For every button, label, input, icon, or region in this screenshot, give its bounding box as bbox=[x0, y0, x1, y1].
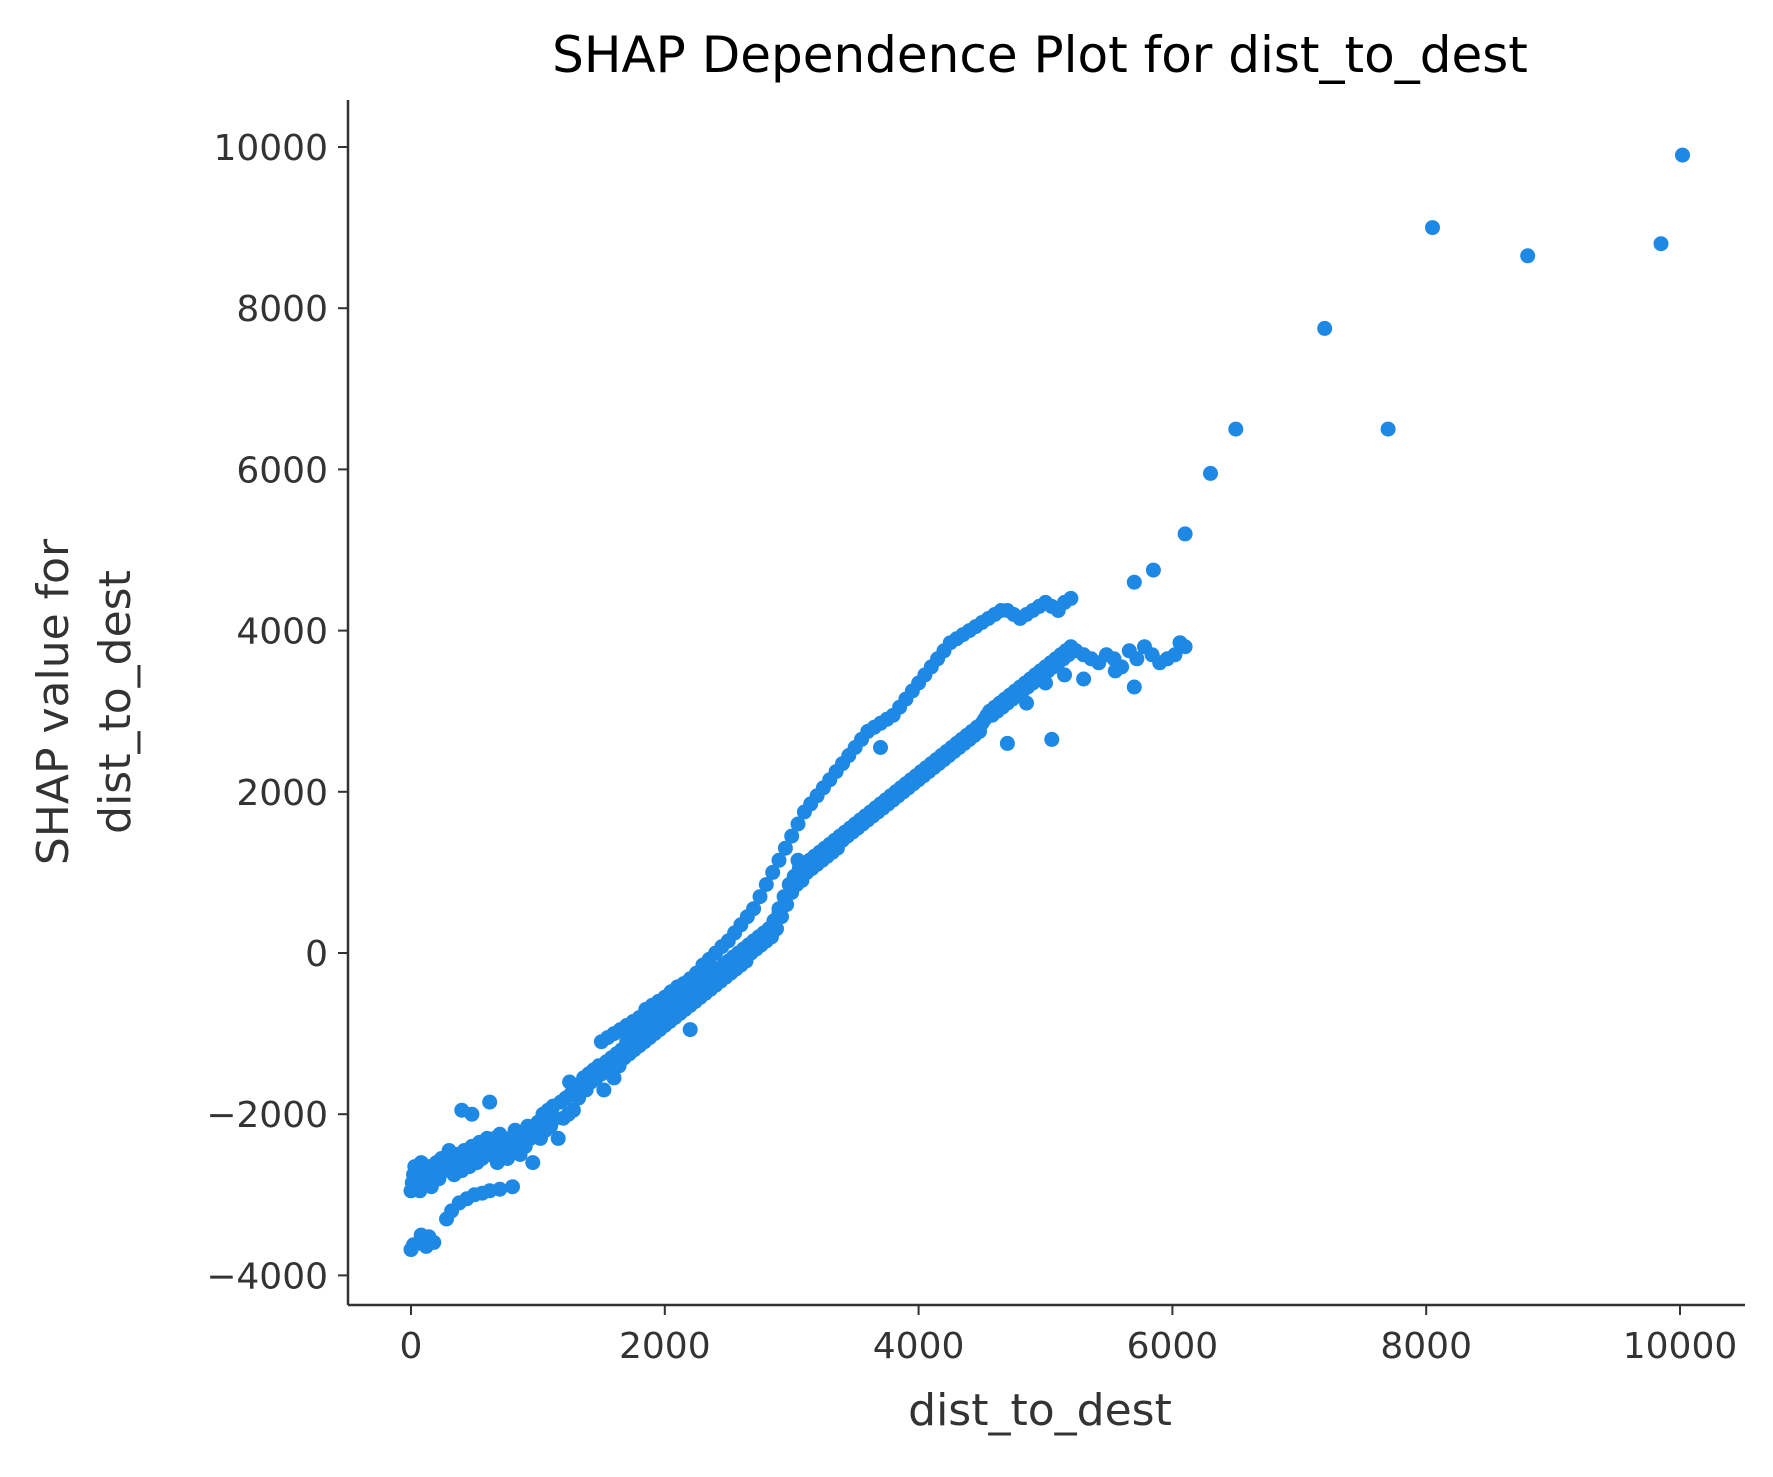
scatter-point bbox=[1057, 667, 1072, 683]
scatter-point bbox=[1076, 671, 1092, 687]
scatter-point bbox=[1167, 647, 1183, 663]
y-tick-label: 8000 bbox=[236, 289, 328, 330]
scatter-point bbox=[418, 1238, 434, 1254]
scatter-point bbox=[1177, 639, 1193, 655]
scatter-point bbox=[784, 828, 800, 844]
x-tick-label: 0 bbox=[400, 1326, 423, 1367]
scatter-point bbox=[1203, 465, 1218, 481]
x-tick-label: 2000 bbox=[619, 1326, 711, 1367]
scatter-point bbox=[606, 1070, 622, 1086]
scatter-point bbox=[1126, 574, 1142, 590]
scatter-point bbox=[771, 852, 787, 868]
scatter-point bbox=[596, 1082, 612, 1098]
scatter-point bbox=[1019, 695, 1034, 711]
y-tick-label: 0 bbox=[305, 934, 328, 975]
scatter-point bbox=[1520, 248, 1536, 264]
scatter-point bbox=[1044, 731, 1060, 747]
y-tick-label: −2000 bbox=[206, 1095, 328, 1136]
scatter-point bbox=[1177, 526, 1193, 542]
y-axis-ticks: −4000 −2000 0 2000 4000 6000 8000 10000 bbox=[206, 128, 348, 1297]
scatter-point bbox=[482, 1094, 498, 1110]
scatter-point bbox=[873, 740, 888, 755]
scatter-point bbox=[769, 921, 784, 937]
x-axis-label: dist_to_dest bbox=[908, 1385, 1172, 1436]
scatter-point bbox=[1653, 236, 1669, 252]
scatter-point bbox=[413, 1227, 429, 1243]
scatter-point bbox=[1038, 675, 1053, 691]
scatter-point bbox=[790, 816, 806, 832]
scatter-point bbox=[505, 1179, 520, 1195]
scatter-point bbox=[562, 1074, 578, 1090]
scatter-point bbox=[1675, 147, 1690, 163]
scatter-point bbox=[790, 852, 806, 868]
scatter-point bbox=[1126, 679, 1142, 695]
x-tick-label: 4000 bbox=[873, 1326, 965, 1367]
scatter-point bbox=[1145, 562, 1161, 578]
scatter-point bbox=[464, 1106, 480, 1122]
chart-title: SHAP Dependence Plot for dist_to_dest bbox=[552, 26, 1528, 84]
y-axis-label-line: dist_to_dest bbox=[90, 570, 141, 834]
scatter-point bbox=[1425, 220, 1440, 236]
y-tick-label: 4000 bbox=[236, 612, 328, 653]
scatter-point bbox=[765, 864, 781, 880]
scatter-point bbox=[746, 901, 762, 917]
scatter-point bbox=[550, 1130, 566, 1146]
scatter-point bbox=[492, 1181, 508, 1197]
x-tick-label: 6000 bbox=[1127, 1326, 1219, 1367]
scatter-point bbox=[1228, 421, 1244, 437]
scatter-point bbox=[565, 1102, 581, 1118]
scatter-point bbox=[1063, 590, 1079, 606]
y-tick-label: −4000 bbox=[206, 1256, 328, 1297]
scatter-point bbox=[771, 905, 787, 921]
y-tick-label: 2000 bbox=[236, 773, 328, 814]
x-tick-label: 10000 bbox=[1623, 1326, 1738, 1367]
scatter-point bbox=[1107, 663, 1123, 679]
x-axis-ticks: 0 2000 4000 6000 8000 10000 bbox=[400, 1305, 1738, 1367]
scatter-point bbox=[1380, 421, 1396, 437]
y-axis-label: SHAP value for dist_to_dest bbox=[28, 538, 141, 865]
scatter-point bbox=[752, 889, 768, 905]
scatter-point bbox=[682, 1022, 698, 1038]
scatter-point bbox=[999, 735, 1015, 751]
scatter-point bbox=[525, 1155, 541, 1171]
y-tick-label: 6000 bbox=[236, 450, 328, 491]
x-tick-label: 8000 bbox=[1380, 1326, 1472, 1367]
scatter-point bbox=[758, 877, 774, 892]
scatter-points bbox=[403, 147, 1690, 1258]
y-tick-label: 10000 bbox=[213, 128, 328, 169]
y-axis-label-line: SHAP value for bbox=[28, 538, 79, 865]
scatter-point bbox=[1317, 320, 1333, 336]
scatter-point bbox=[777, 840, 793, 856]
scatter-point bbox=[1129, 651, 1145, 667]
